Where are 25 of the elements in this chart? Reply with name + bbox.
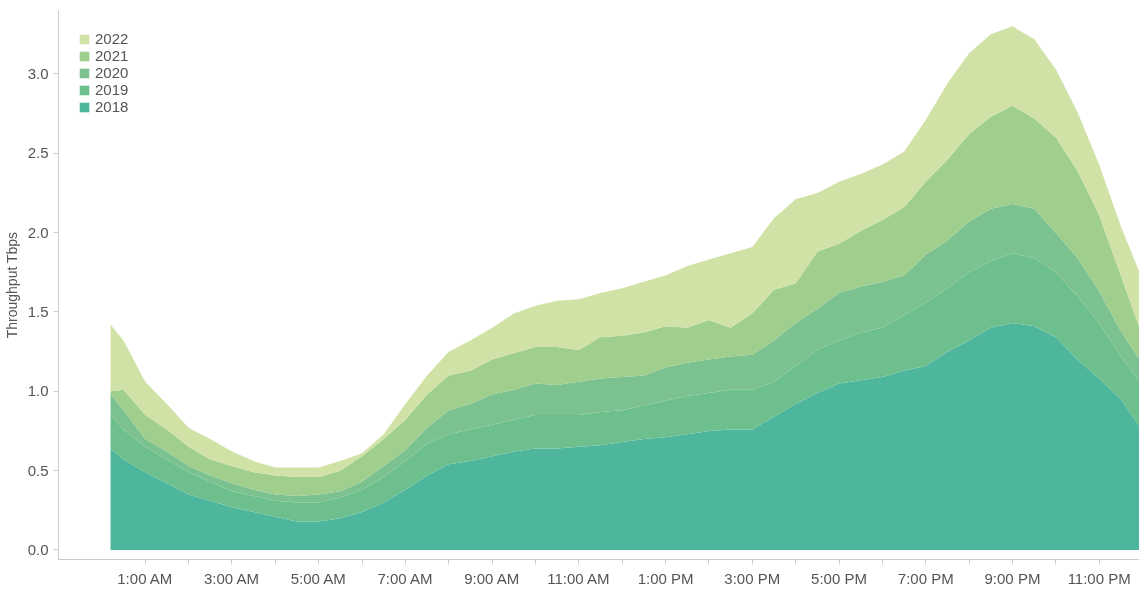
x-tick-label: 11:00 AM	[547, 569, 610, 587]
x-tick-label: 11:00 PM	[1067, 569, 1131, 587]
y-axis-title: Throughput Tbps	[3, 231, 20, 339]
x-tick-label: 1:00 AM	[117, 569, 173, 587]
x-tick-label: 7:00 AM	[377, 569, 433, 587]
legend-label: 2021	[95, 47, 129, 64]
legend-label: 2019	[95, 81, 129, 98]
x-tick-label: 9:00 AM	[464, 569, 520, 587]
x-tick-label: 5:00 AM	[290, 569, 346, 587]
y-tick-label: 1.5	[27, 302, 49, 320]
x-tick-label: 5:00 PM	[811, 569, 867, 587]
y-tick-label: 0.5	[27, 461, 49, 479]
x-tick-label: 7:00 PM	[897, 569, 954, 587]
y-tick-label: 2.0	[27, 223, 49, 241]
y-tick-label: 3.0	[27, 64, 49, 82]
x-tick-label: 3:00 AM	[204, 569, 260, 587]
x-tick-label: 3:00 PM	[724, 569, 781, 587]
y-tick-label: 2.5	[27, 144, 49, 162]
y-tick-label: 0.0	[27, 540, 49, 558]
x-tick-label: 1:00 PM	[637, 569, 694, 587]
legend-label: 2022	[95, 30, 129, 47]
legend-label: 2020	[95, 64, 129, 81]
legend-label: 2018	[95, 98, 129, 115]
y-tick-label: 1.0	[27, 382, 49, 400]
x-tick-label: 9:00 PM	[984, 569, 1041, 587]
